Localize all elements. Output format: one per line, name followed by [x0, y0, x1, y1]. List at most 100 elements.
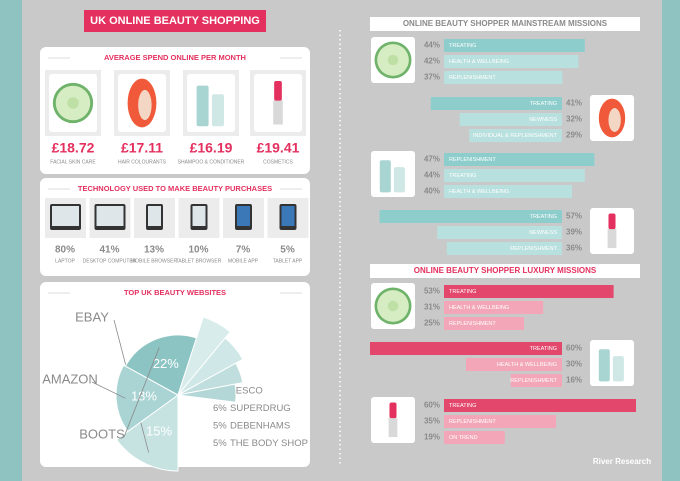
legend-name: THE BODY SHOP	[230, 438, 308, 449]
bar-label: HEALTH & WELLBEING	[497, 362, 557, 368]
slice-label: 22%	[153, 356, 179, 371]
section-heading-bg	[370, 17, 640, 31]
bar-value: 25%	[424, 319, 440, 328]
bar-value: 42%	[424, 57, 440, 66]
site-name: BOOTS	[79, 426, 125, 441]
bar	[444, 153, 595, 166]
bar-label: NEWNESS	[529, 117, 557, 123]
bar-label: HEALTH & WELLBEING	[449, 59, 509, 65]
tech-share: 10%	[188, 245, 208, 256]
bar	[444, 185, 572, 198]
bar	[444, 301, 544, 314]
device-screen	[192, 206, 206, 226]
bar-value: 41%	[566, 99, 582, 108]
bar-value: 37%	[424, 73, 440, 82]
bar-label: REPLENISHMENT	[510, 246, 557, 252]
face	[138, 89, 152, 121]
bar-label: REPLENISHMENT	[449, 157, 496, 163]
site-name: EBAY	[75, 309, 109, 324]
tech-share: 13%	[144, 245, 164, 256]
spend-label: SHAMPOO & CONDITIONER	[178, 159, 245, 165]
legend-value: 6%	[213, 403, 227, 414]
bar	[466, 358, 562, 371]
device-screen	[148, 206, 161, 226]
bar-value: 44%	[424, 41, 440, 50]
device-screen	[237, 206, 250, 226]
spend-amount: £16.19	[190, 140, 233, 156]
bar-label: TREATING	[449, 403, 476, 409]
bar	[437, 226, 562, 239]
icon-box	[371, 151, 415, 197]
bar-label: HEALTH & WELLBEING	[449, 305, 509, 311]
bottle	[612, 356, 624, 382]
bar	[444, 169, 585, 182]
bar-value: 57%	[566, 212, 582, 221]
tech-label: MOBILE BROWSER	[131, 258, 178, 264]
spend-label: COSMETICS	[263, 159, 293, 165]
bottle	[598, 349, 610, 382]
lipstick-base	[607, 228, 617, 249]
device-screen	[96, 206, 124, 226]
bar-label: REPLENISHMENT	[510, 378, 557, 384]
bar-label: HEALTH & WELLBEING	[449, 189, 509, 195]
bar-value: 19%	[424, 433, 440, 442]
bottle	[196, 85, 209, 127]
lipstick-base	[273, 100, 283, 125]
bar-label: REPLENISHMENT	[449, 419, 496, 425]
bar	[444, 55, 579, 68]
tech-label: TABLET APP	[273, 258, 303, 264]
site-name: AMAZON	[42, 371, 98, 386]
pie-slice	[177, 362, 244, 396]
bar	[444, 285, 614, 298]
panel-heading: AVERAGE SPEND ONLINE PER MONTH	[104, 53, 246, 62]
bar	[444, 39, 585, 52]
tech-share: 7%	[236, 245, 251, 256]
bar	[510, 374, 562, 387]
bar-value: 31%	[424, 303, 440, 312]
legend-name: TESCO	[230, 386, 263, 397]
section-heading-bg	[370, 264, 640, 278]
slice-label: 18%	[131, 389, 157, 404]
bar-value: 53%	[424, 287, 440, 296]
bottle	[211, 94, 224, 127]
bar-label: TREATING	[530, 346, 557, 352]
pie-slice	[124, 334, 198, 396]
logo: River Research	[593, 457, 651, 466]
spend-amount: £19.41	[257, 140, 300, 156]
bar-value: 29%	[566, 131, 582, 140]
section-heading: ONLINE BEAUTY SHOPPER LUXURY MISSIONS	[414, 266, 597, 275]
icon-box	[187, 74, 235, 132]
lipstick	[389, 402, 397, 419]
legend-value: 5%	[213, 421, 227, 432]
bar-value: 39%	[566, 228, 582, 237]
pie-slice	[115, 364, 179, 433]
bar	[370, 342, 562, 355]
device-screen	[52, 206, 79, 226]
bottle	[379, 160, 391, 193]
bar	[444, 399, 636, 412]
pie-slice	[177, 337, 244, 396]
bar-value: 47%	[424, 155, 440, 164]
legend-value: 5%	[213, 438, 227, 449]
bar	[444, 415, 556, 428]
bar	[379, 210, 562, 223]
bar-value: 44%	[424, 171, 440, 180]
tech-share: 5%	[280, 245, 295, 256]
bar-label: ON TREND	[449, 435, 478, 441]
tech-label: LAPTOP	[55, 258, 75, 264]
bar	[459, 113, 562, 126]
spend-amount: £17.11	[121, 140, 163, 156]
bar-label: REPLENISHMENT	[449, 75, 496, 81]
bottle	[393, 167, 405, 193]
lipstick	[608, 213, 616, 230]
legend-name: DEBENHAMS	[230, 421, 290, 432]
cucumber-core	[387, 54, 399, 66]
bar-value: 60%	[424, 401, 440, 410]
section-heading: ONLINE BEAUTY SHOPPER MAINSTREAM MISSION…	[403, 19, 608, 28]
bar-value: 30%	[566, 360, 582, 369]
bar-label: TREATING	[530, 214, 557, 220]
bar	[444, 431, 505, 444]
pie-slice	[115, 394, 179, 472]
lipstick	[274, 80, 282, 101]
